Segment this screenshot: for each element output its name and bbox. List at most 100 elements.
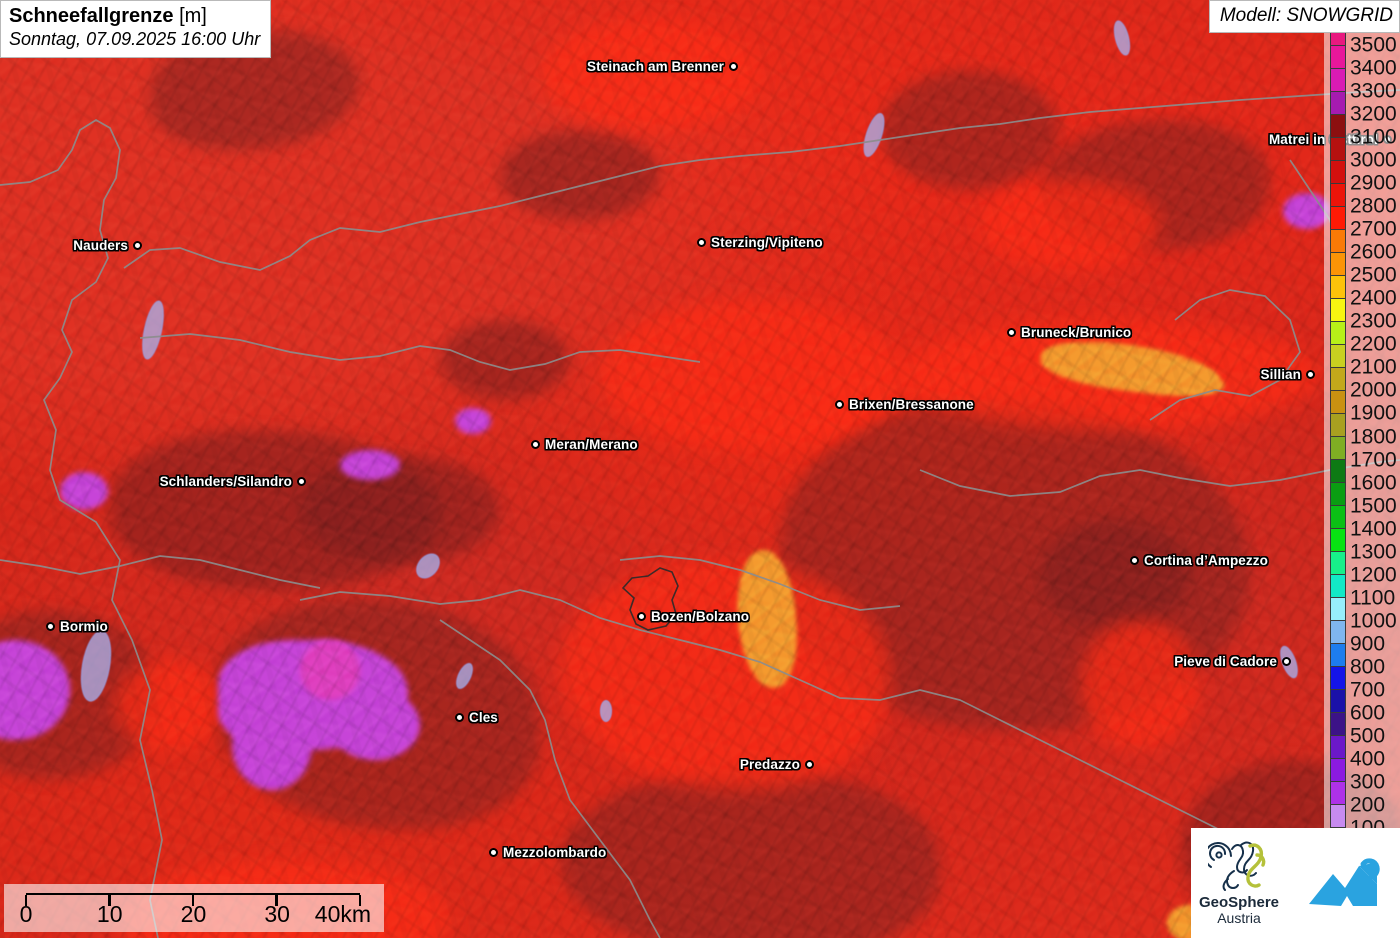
legend-swatch [1330,229,1346,252]
scale-label: 10 [96,901,123,927]
city-dot-icon [1282,657,1291,666]
snowline-zone-high [300,455,500,565]
city-marker[interactable]: Pieve di Cadore [1174,654,1291,669]
legend-swatch [1330,597,1346,620]
city-name-label: Schlanders/Silandro [159,474,292,489]
snowline-zone-high [560,770,940,938]
legend-value-label: 2200 [1350,332,1397,356]
title-unit: [m] [179,5,207,27]
legend-value-label: 1100 [1350,586,1396,610]
scale-label: 40km [314,901,372,927]
city-marker[interactable]: Brixen/Bressanone [835,397,974,412]
legend-swatch [1330,758,1346,781]
snowline-zone-extreme [232,700,312,790]
mountain-chevron-icon [1308,858,1380,906]
scale-label: 0 [19,901,33,927]
provider-logo[interactable] [1287,828,1400,938]
legend-swatch [1330,689,1346,712]
city-marker[interactable]: Bormio [46,619,108,634]
legend-swatch [1330,68,1346,91]
city-name-label: Sillian [1260,367,1301,382]
city-dot-icon [46,622,55,631]
city-name-label: Cortina d’Ampezzo [1144,553,1268,568]
city-name-label: Steinach am Brenner [587,59,724,74]
city-marker[interactable]: Cortina d’Ampezzo [1130,553,1268,568]
city-marker[interactable]: Bozen/Bolzano [637,609,749,624]
geosphere-logo[interactable]: GeoSphere Austria [1191,828,1287,938]
legend-value-label: 600 [1350,701,1386,725]
geosphere-mark-icon [1208,841,1266,891]
title-main: Schneefallgrenze [9,5,174,27]
legend-value-label: 1400 [1350,517,1397,541]
legend-swatch [1330,804,1346,828]
scale-bar: 0 10 20 30 40km [4,884,384,932]
city-marker[interactable]: Nauders [73,238,142,253]
snowline-zone-high [880,70,1060,190]
legend-swatch [1330,643,1346,666]
scale-tick [24,895,28,906]
legend-colorbar[interactable]: 3500 3400 3300 3200 3100 3000 2900 2800 2700 2600… [1324,22,1400,839]
city-name-label: Bormio [60,619,108,634]
geosphere-logo-name: GeoSphere [1198,893,1280,911]
legend-value-label: 3300 [1350,79,1397,103]
scale-label: 30 [264,901,290,927]
legend-value-label: 3500 [1350,33,1397,57]
legend-value-label: 3000 [1350,148,1397,172]
scale-label: 20 [180,901,207,927]
city-marker[interactable]: Sterzing/Vipiteno [697,235,823,250]
legend-value-label: 1500 [1350,494,1397,518]
snowline-zone-extreme [330,690,420,760]
scale-bar-ruler [24,893,362,906]
city-name-label: Cles [469,710,498,725]
legend-swatch [1330,91,1346,114]
city-name-label: Bozen/Bolzano [651,609,750,624]
legend-value-label: 2900 [1350,171,1397,195]
city-marker[interactable]: Meran/Merano [531,437,638,452]
model-box: Modell: SNOWGRID [1208,0,1400,33]
city-marker[interactable]: Mezzolombardo [489,845,606,860]
city-dot-icon [489,848,498,857]
legend-swatch [1330,114,1346,137]
city-dot-icon [455,713,464,722]
legend-value-label: 1600 [1350,471,1397,495]
legend-value-label: 1300 [1350,540,1397,564]
legend-tick-labels: 3500 3400 3300 3200 3100 3000 2900 2800 2700 2600… [1346,22,1400,839]
legend-swatch [1330,528,1346,551]
snowline-zone-low [980,180,1160,270]
legend-swatch [1330,735,1346,758]
city-dot-icon [835,400,844,409]
title-timestamp: Sonntag, 07.09.2025 16:00 Uhr [9,29,261,49]
city-marker[interactable]: Predazzo [740,757,814,772]
city-marker[interactable]: Bruneck/Brunico [1007,325,1131,340]
legend-swatch [1330,252,1346,275]
scale-tick [275,895,278,906]
city-marker[interactable]: Cles [455,710,498,725]
city-dot-icon [133,241,142,250]
legend-swatch [1330,45,1346,68]
city-marker[interactable]: Schlanders/Silandro [160,474,306,489]
snowline-zone-extreme [455,408,491,434]
legend-value-label: 2100 [1350,355,1397,379]
snowline-zone-high [1040,520,1190,630]
legend-swatch [1330,781,1346,804]
legend-swatch [1330,344,1346,367]
city-marker[interactable]: Steinach am Brenner [587,59,738,74]
legend-value-label: 2500 [1350,263,1397,287]
legend-value-label: 400 [1350,747,1386,771]
legend-value-label: 200 [1350,793,1386,817]
city-dot-icon [805,760,814,769]
legend-swatch [1330,436,1346,459]
legend-swatch-column [1330,22,1346,828]
page-title: Schneefallgrenze [m] [9,5,260,28]
legend-swatch [1330,275,1346,298]
snowline-zone-low [540,20,760,130]
city-marker[interactable]: Sillian [1261,367,1315,382]
snowline-zone-extreme [60,472,108,510]
map-title-box: Schneefallgrenze [m] Sonntag, 07.09.2025… [0,0,272,58]
snowline-zone-high [440,320,570,400]
